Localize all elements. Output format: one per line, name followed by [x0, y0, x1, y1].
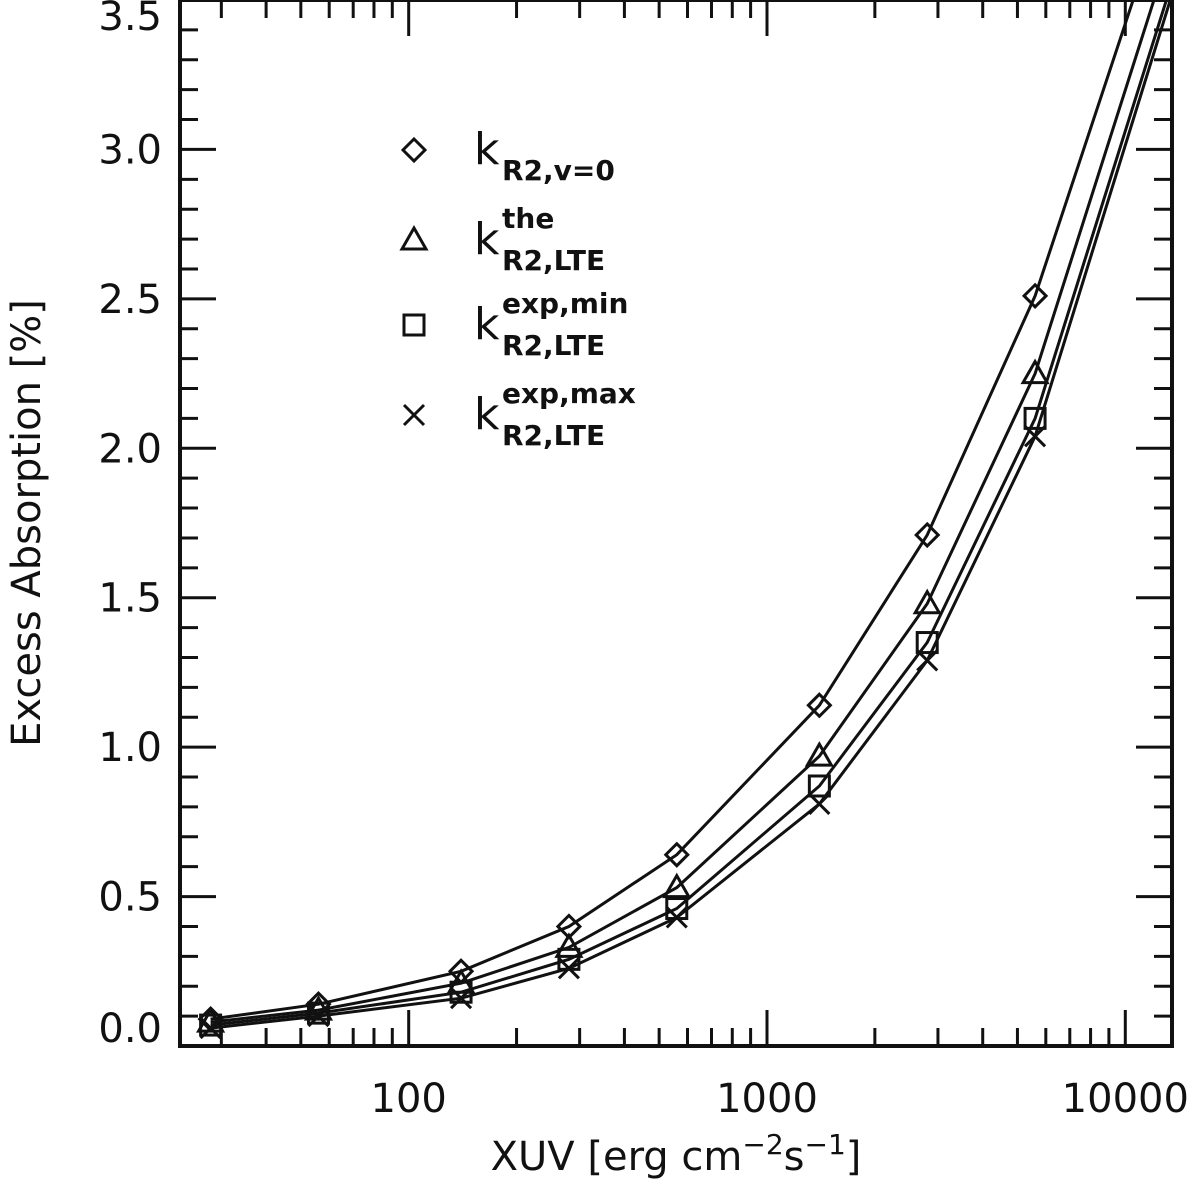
legend-marker-triangle — [399, 224, 429, 251]
data-point-cross-stroke-b — [199, 1017, 222, 1040]
data-point-cross — [449, 987, 473, 1010]
data-point-triangle — [804, 741, 834, 767]
y-tick-label: 0.0 — [98, 1006, 162, 1052]
data-point-cross-stroke-b — [557, 957, 580, 980]
data-point-diamond — [1021, 282, 1049, 309]
legend-label-base: k — [474, 124, 500, 175]
series-layer — [196, 0, 1172, 1040]
x-axis-title-exp1: −2 — [742, 1128, 783, 1161]
legend-label-base: k — [474, 299, 500, 350]
data-point-diamond — [663, 841, 690, 868]
data-point-triangle — [1020, 358, 1050, 385]
data-point-square — [807, 774, 831, 798]
data-point-square — [199, 1013, 223, 1037]
y-tick-label: 1.5 — [98, 576, 162, 622]
y-tick-label: 3.5 — [98, 0, 162, 40]
x-axis-title-end: ] — [846, 1134, 862, 1180]
series-line-diamond — [210, 0, 1135, 1021]
series-cross — [199, 0, 1172, 1040]
y-axis-title: Excess Absorption [%] — [4, 299, 50, 747]
legend-label: kR2,v=0 — [474, 124, 615, 187]
data-point-cross — [1024, 425, 1047, 448]
data-point-cross — [665, 906, 688, 929]
series-line-triangle — [210, 0, 1156, 1024]
x-axis-title-mid: s — [784, 1134, 805, 1180]
data-point-cross-stroke-b — [916, 649, 939, 672]
x-axis-title-exp2: −1 — [805, 1128, 846, 1161]
data-point-triangle — [912, 588, 942, 615]
data-point-cross — [199, 1017, 222, 1040]
x-axis-title: XUV [erg cm−2s−1] — [491, 1128, 862, 1180]
data-point-cross-stroke-b — [808, 792, 831, 815]
x-tick-label: 10000 — [1062, 1076, 1189, 1122]
y-tick-label: 2.0 — [98, 426, 162, 472]
data-point-cross-stroke-b — [449, 987, 473, 1010]
legend-entry-triangle: kthe R2,LTE — [399, 202, 605, 277]
tick-labels: 100 1000 10000 0.0 0.5 1.0 1.5 2.0 2.5 3.0 3.5 — [98, 0, 1189, 1122]
legend-entry-diamond: kR2,v=0 — [400, 124, 615, 187]
legend-label-base: k — [474, 389, 500, 440]
legend-marker-square — [402, 313, 426, 337]
data-point-diamond — [806, 692, 833, 719]
data-point-triangle — [554, 932, 584, 958]
legend-label-sup: the — [502, 202, 554, 235]
x-tick-label: 1000 — [716, 1076, 818, 1122]
legend-label: kthe R2,LTE — [474, 202, 605, 277]
y-tick-label: 0.5 — [98, 875, 162, 921]
x-axis-title-main: XUV [erg cm — [491, 1134, 743, 1180]
legend-label-sub: R2,LTE — [502, 329, 605, 362]
legend-entry-cross: kexp,max R2,LTE — [402, 377, 636, 452]
y-tick-label: 1.0 — [98, 725, 162, 771]
data-point-square — [306, 1001, 330, 1025]
series-line-square — [210, 0, 1169, 1027]
legend-marker-diamond — [400, 136, 428, 164]
data-point-square — [449, 980, 473, 1004]
plot-frame — [178, 0, 1174, 1048]
legend-marker-cross — [402, 403, 426, 427]
data-point-cross — [916, 649, 939, 672]
data-point-triangle — [662, 872, 692, 899]
legend-label-sup: exp,min — [502, 287, 628, 320]
data-point-cross-stroke-b — [1024, 425, 1047, 448]
legend-marker-cross-stroke-b — [402, 403, 426, 427]
data-point-cross-stroke-b — [307, 1005, 330, 1028]
legend-label-sub: R2,LTE — [502, 244, 605, 277]
data-point-cross — [557, 957, 580, 980]
legend-entry-square: kexp,min R2,LTE — [402, 287, 628, 362]
data-point-diamond — [914, 521, 941, 549]
data-point-square — [1023, 406, 1047, 430]
legend-label: kexp,max R2,LTE — [474, 377, 636, 452]
data-point-cross — [307, 1005, 330, 1028]
legend-label-base: k — [474, 214, 500, 265]
y-tick-label: 3.0 — [98, 127, 162, 173]
y-tick-label: 2.5 — [98, 277, 162, 323]
legend-label: kexp,min R2,LTE — [474, 287, 628, 362]
x-tick-label: 100 — [371, 1076, 447, 1122]
data-point-cross-stroke-b — [665, 906, 688, 929]
legend-label-sub: R2,LTE — [502, 419, 605, 452]
legend-label-sup: exp,max — [502, 377, 636, 410]
data-point-cross — [808, 792, 831, 815]
legend-label-sub: R2,v=0 — [502, 154, 615, 187]
